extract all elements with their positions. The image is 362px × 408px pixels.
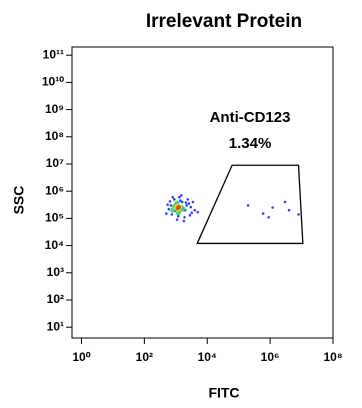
event-point (189, 205, 193, 209)
gate-percent: 1.34% (229, 135, 272, 152)
event-point (191, 200, 195, 204)
y-tick-label: 10⁶ (45, 183, 64, 197)
y-tick-label: 10⁹ (45, 102, 64, 116)
event-point (193, 208, 197, 212)
event-point (173, 198, 176, 201)
event-point (267, 215, 270, 219)
event-point (283, 200, 287, 204)
event-point (183, 215, 186, 219)
event-point (180, 200, 184, 204)
event-point (165, 212, 168, 215)
event-point (176, 204, 182, 210)
event-point (184, 201, 188, 204)
event-point (166, 203, 169, 206)
y-tick-label: 10¹ (47, 319, 64, 333)
y-tick-label: 10³ (47, 265, 64, 279)
y-tick-label: 10⁷ (46, 156, 64, 170)
event-point (187, 202, 191, 205)
x-tick-label: 10⁶ (261, 350, 280, 364)
event-point (297, 213, 300, 216)
gate (196, 164, 304, 245)
event-point (170, 213, 174, 216)
y-tick-label: 10² (47, 292, 64, 306)
event-point (271, 206, 274, 209)
y-tick-label: 10⁵ (45, 211, 64, 225)
plot-frame (71, 46, 334, 339)
y-tick-label: 10¹⁰ (42, 75, 64, 89)
x-tick-label: 10⁸ (323, 350, 342, 364)
event-point (246, 204, 250, 207)
event-point (287, 208, 291, 212)
event-point (175, 218, 179, 221)
y-tick-label: 10¹¹ (43, 47, 64, 61)
x-tick-label: 10⁰ (72, 350, 90, 364)
event-point (196, 210, 200, 214)
event-point (169, 204, 173, 207)
y-tick-label: 10⁴ (45, 238, 64, 252)
x-tick-label: 10⁴ (198, 350, 217, 364)
event-point (178, 195, 181, 199)
event-point (261, 212, 265, 215)
y-axis-title: SSC (11, 186, 27, 215)
event-point (168, 200, 172, 203)
chart-title: Irrelevant Protein (146, 11, 302, 32)
y-tick-label: 10⁸ (45, 129, 64, 143)
event-point (179, 199, 182, 202)
event-point (185, 204, 188, 207)
event-point (167, 207, 171, 211)
gate-label: Anti-CD123 (210, 109, 291, 126)
event-point (176, 214, 180, 218)
event-point (182, 219, 186, 223)
x-tick-label: 10² (136, 350, 153, 364)
x-axis-title: FITC (208, 385, 239, 401)
event-point (190, 211, 193, 215)
event-point (188, 213, 192, 217)
event-point (186, 198, 190, 201)
event-point (171, 195, 175, 199)
event-point (180, 194, 183, 197)
